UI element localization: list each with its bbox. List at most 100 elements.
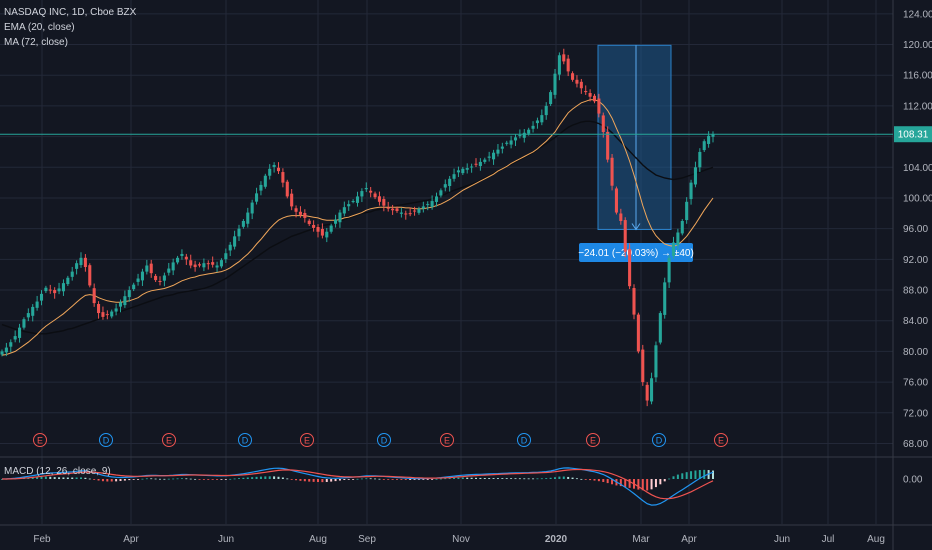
candle xyxy=(320,228,324,236)
macd-histogram-bar xyxy=(53,477,56,479)
macd-histogram-bar xyxy=(501,478,504,479)
macd-histogram-bar xyxy=(330,479,333,482)
macd-histogram-bar xyxy=(470,477,473,479)
candle xyxy=(48,289,52,291)
candle xyxy=(211,262,215,265)
macd-histogram-bar xyxy=(668,478,671,480)
candle xyxy=(237,228,241,237)
candle xyxy=(377,196,381,202)
candle xyxy=(500,146,504,149)
candle xyxy=(105,314,109,316)
macd-histogram-bar xyxy=(672,476,675,479)
candle xyxy=(193,264,197,268)
macd-histogram-bar xyxy=(584,479,587,480)
time-tick-label: Jun xyxy=(218,534,234,545)
candle xyxy=(408,213,412,215)
candle xyxy=(18,327,22,338)
candle xyxy=(75,263,79,269)
ma-legend[interactable]: MA (72, close) xyxy=(4,37,68,48)
candle xyxy=(206,263,210,265)
macd-histogram-bar xyxy=(435,478,438,480)
candle xyxy=(334,219,338,224)
price-tick-label: 104.00 xyxy=(903,163,932,174)
candle xyxy=(35,301,39,308)
macd-histogram-bar xyxy=(532,478,535,480)
macd-histogram-bar xyxy=(391,479,394,480)
macd-histogram-bar xyxy=(562,476,565,479)
candle xyxy=(176,257,180,263)
macd-histogram-bar xyxy=(198,479,201,480)
candle xyxy=(509,140,513,145)
measure-tool[interactable]: −24.01 (−20.03%) → ±40) xyxy=(578,44,694,262)
candle xyxy=(44,287,48,292)
macd-histogram-bar xyxy=(145,478,148,480)
symbol-title[interactable]: NASDAQ INC, 1D, Cboe BZX xyxy=(4,7,137,18)
macd-histogram-bar xyxy=(453,477,456,479)
candle xyxy=(246,212,250,224)
candle xyxy=(575,79,579,84)
macd-histogram-bar xyxy=(417,479,420,480)
candle xyxy=(571,73,575,80)
event-marker-label: E xyxy=(590,436,596,446)
macd-histogram-bar xyxy=(246,477,249,479)
macd-histogram-bar xyxy=(163,478,166,480)
candle xyxy=(391,208,395,211)
macd-histogram-bar xyxy=(431,479,434,480)
macd-histogram-bar xyxy=(488,478,491,479)
candle xyxy=(136,278,140,282)
macd-histogram-bar xyxy=(606,479,609,484)
candle xyxy=(303,213,307,218)
dividend-marker xyxy=(517,433,531,447)
macd-histogram-bar xyxy=(238,478,240,479)
earnings-marker xyxy=(586,433,600,447)
event-marker-label: D xyxy=(381,436,388,446)
candle xyxy=(250,202,254,214)
candle xyxy=(641,349,645,383)
macd-histogram-bar xyxy=(659,479,662,485)
candle xyxy=(180,253,184,256)
macd-histogram-bar xyxy=(343,479,346,480)
candle xyxy=(430,201,434,207)
dividend-marker xyxy=(238,433,252,447)
candle xyxy=(233,236,237,247)
candle xyxy=(614,188,618,213)
macd-histogram-bar xyxy=(308,479,311,482)
macd-histogram-bar xyxy=(654,479,657,488)
ema-legend[interactable]: EMA (20, close) xyxy=(4,22,75,33)
macd-histogram-bar xyxy=(44,476,47,479)
time-tick-label: Nov xyxy=(452,534,470,545)
candle xyxy=(632,288,636,315)
candle xyxy=(439,190,443,196)
candle xyxy=(312,224,316,228)
macd-histogram-bar xyxy=(71,477,74,479)
time-tick-label: 2020 xyxy=(545,534,568,545)
price-candles[interactable] xyxy=(0,48,715,407)
macd-histogram-bar xyxy=(128,479,131,481)
macd-histogram-bar xyxy=(242,477,245,479)
price-tick-label: 112.00 xyxy=(903,101,932,112)
macd-histogram-bar xyxy=(703,469,706,479)
macd-histogram-bar xyxy=(545,478,548,479)
candle xyxy=(272,164,276,167)
macd-histogram-bar xyxy=(251,477,254,479)
candle xyxy=(671,242,676,256)
macd-histogram-bar xyxy=(589,479,592,481)
candle xyxy=(268,168,272,176)
macd-histogram-bar xyxy=(66,477,69,479)
macd-histogram-bar xyxy=(413,479,416,480)
macd-histogram-bar xyxy=(290,479,293,480)
candle xyxy=(316,226,320,232)
candle xyxy=(197,264,202,266)
time-tick-label: Apr xyxy=(123,534,139,545)
candle xyxy=(579,81,583,89)
macd-histogram-bar xyxy=(141,478,144,480)
candle xyxy=(162,275,166,281)
earnings-marker xyxy=(33,433,47,447)
measure-range-box xyxy=(597,44,672,231)
macd-pane xyxy=(1,467,714,506)
candle xyxy=(452,174,456,179)
macd-legend[interactable]: MACD (12, 26, close, 9) xyxy=(4,466,111,477)
